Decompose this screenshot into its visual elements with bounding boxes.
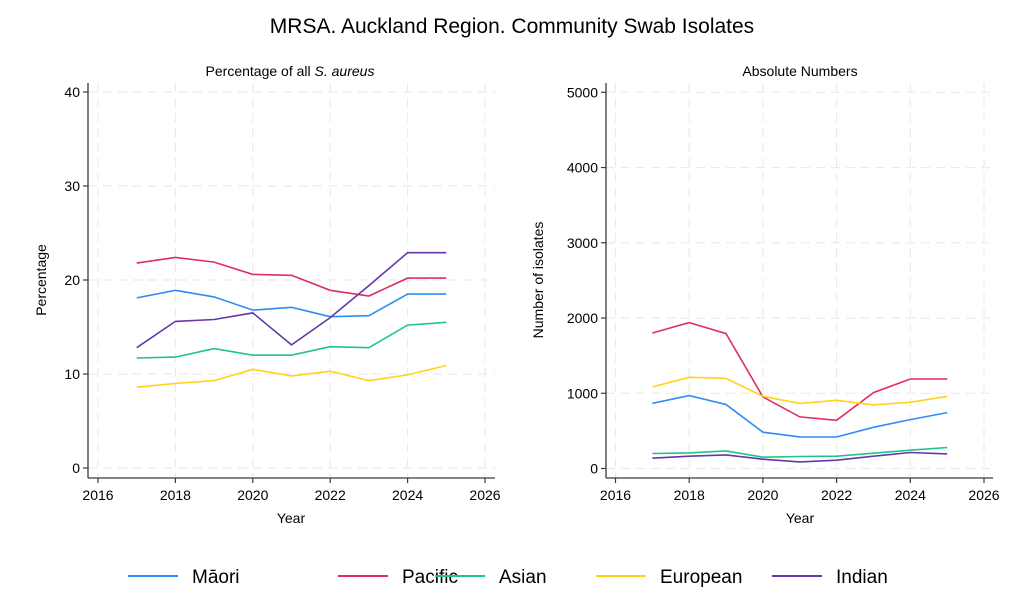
x-tick-label: 2020 bbox=[747, 487, 778, 503]
y-tick-label: 30 bbox=[64, 178, 80, 194]
legend-label: Pacific bbox=[402, 567, 458, 588]
y-tick-label: 10 bbox=[64, 366, 80, 382]
panel-title-text: Absolute Numbers bbox=[742, 63, 857, 79]
x-tick-label: 2024 bbox=[392, 487, 423, 503]
panel-title-absolute: Absolute Numbers bbox=[742, 63, 857, 79]
legend-label: Māori bbox=[192, 567, 240, 588]
y-tick-label: 0 bbox=[590, 461, 598, 477]
legend: Māori Pacific Asian European Indian bbox=[128, 567, 888, 588]
panel-title-percentage: Percentage of all S. aureus bbox=[206, 63, 375, 79]
axes: 2016 2018 2020 2022 2024 2026 0 10 20 30 40 bbox=[64, 83, 501, 503]
series-line-pacific bbox=[652, 321, 948, 422]
legend-item: Asian bbox=[435, 567, 547, 588]
x-tick-label: 2022 bbox=[821, 487, 852, 503]
legend-label: Indian bbox=[836, 567, 888, 588]
y-tick-label: 4000 bbox=[567, 160, 598, 176]
x-tick-label: 2024 bbox=[895, 487, 926, 503]
panel-percentage: Percentage of all S. aureus 2016 2018 2020… bbox=[33, 63, 501, 526]
series-line-asian bbox=[136, 321, 447, 359]
legend-label: Asian bbox=[499, 567, 547, 588]
x-tick-label: 2026 bbox=[469, 487, 500, 503]
series-line-european bbox=[652, 376, 948, 406]
figure-title: MRSA. Auckland Region. Community Swab Is… bbox=[270, 15, 754, 38]
series-lines bbox=[652, 321, 948, 463]
x-tick-label: 2016 bbox=[600, 487, 631, 503]
y-tick-label: 20 bbox=[64, 272, 80, 288]
panel-title-italic: S. aureus bbox=[315, 63, 375, 79]
y-tick-label: 40 bbox=[64, 84, 80, 100]
series-line-indian bbox=[136, 251, 447, 349]
x-tick-label: 2016 bbox=[82, 487, 113, 503]
x-tick-label: 2020 bbox=[237, 487, 268, 503]
series-line-mori bbox=[136, 289, 447, 318]
series-line-mori bbox=[652, 394, 948, 438]
y-tick-label: 0 bbox=[72, 460, 80, 476]
series-line-pacific bbox=[136, 256, 447, 297]
gridlines bbox=[88, 83, 495, 478]
gridlines bbox=[606, 83, 993, 478]
x-axis-label: Year bbox=[786, 510, 815, 526]
x-tick-label: 2018 bbox=[674, 487, 705, 503]
y-axis-label: Percentage bbox=[33, 244, 49, 316]
legend-label: European bbox=[660, 567, 742, 588]
x-tick-label: 2022 bbox=[315, 487, 346, 503]
series-line-european bbox=[136, 364, 447, 388]
series-lines bbox=[136, 251, 447, 388]
legend-item: Indian bbox=[772, 567, 888, 588]
series-line-asian bbox=[652, 446, 948, 459]
legend-item: Māori bbox=[128, 567, 240, 588]
panel-title-text: Percentage of all bbox=[206, 63, 311, 79]
legend-item: Pacific bbox=[338, 567, 458, 588]
panel-absolute: Absolute Numbers 2016 2018 2020 2022 2024 202… bbox=[530, 63, 1000, 526]
y-tick-label: 1000 bbox=[567, 385, 598, 401]
y-axis-label: Number of isolates bbox=[530, 222, 546, 339]
legend-item: European bbox=[596, 567, 742, 588]
y-tick-label: 5000 bbox=[567, 84, 598, 100]
y-tick-label: 3000 bbox=[567, 235, 598, 251]
x-axis-label: Year bbox=[277, 510, 306, 526]
x-tick-label: 2018 bbox=[160, 487, 191, 503]
y-tick-label: 2000 bbox=[567, 310, 598, 326]
axes: 2016 2018 2020 2022 2024 2026 0 1000 2000 3000 400… bbox=[567, 83, 1000, 503]
series-line-indian bbox=[652, 451, 948, 463]
x-tick-label: 2026 bbox=[968, 487, 999, 503]
